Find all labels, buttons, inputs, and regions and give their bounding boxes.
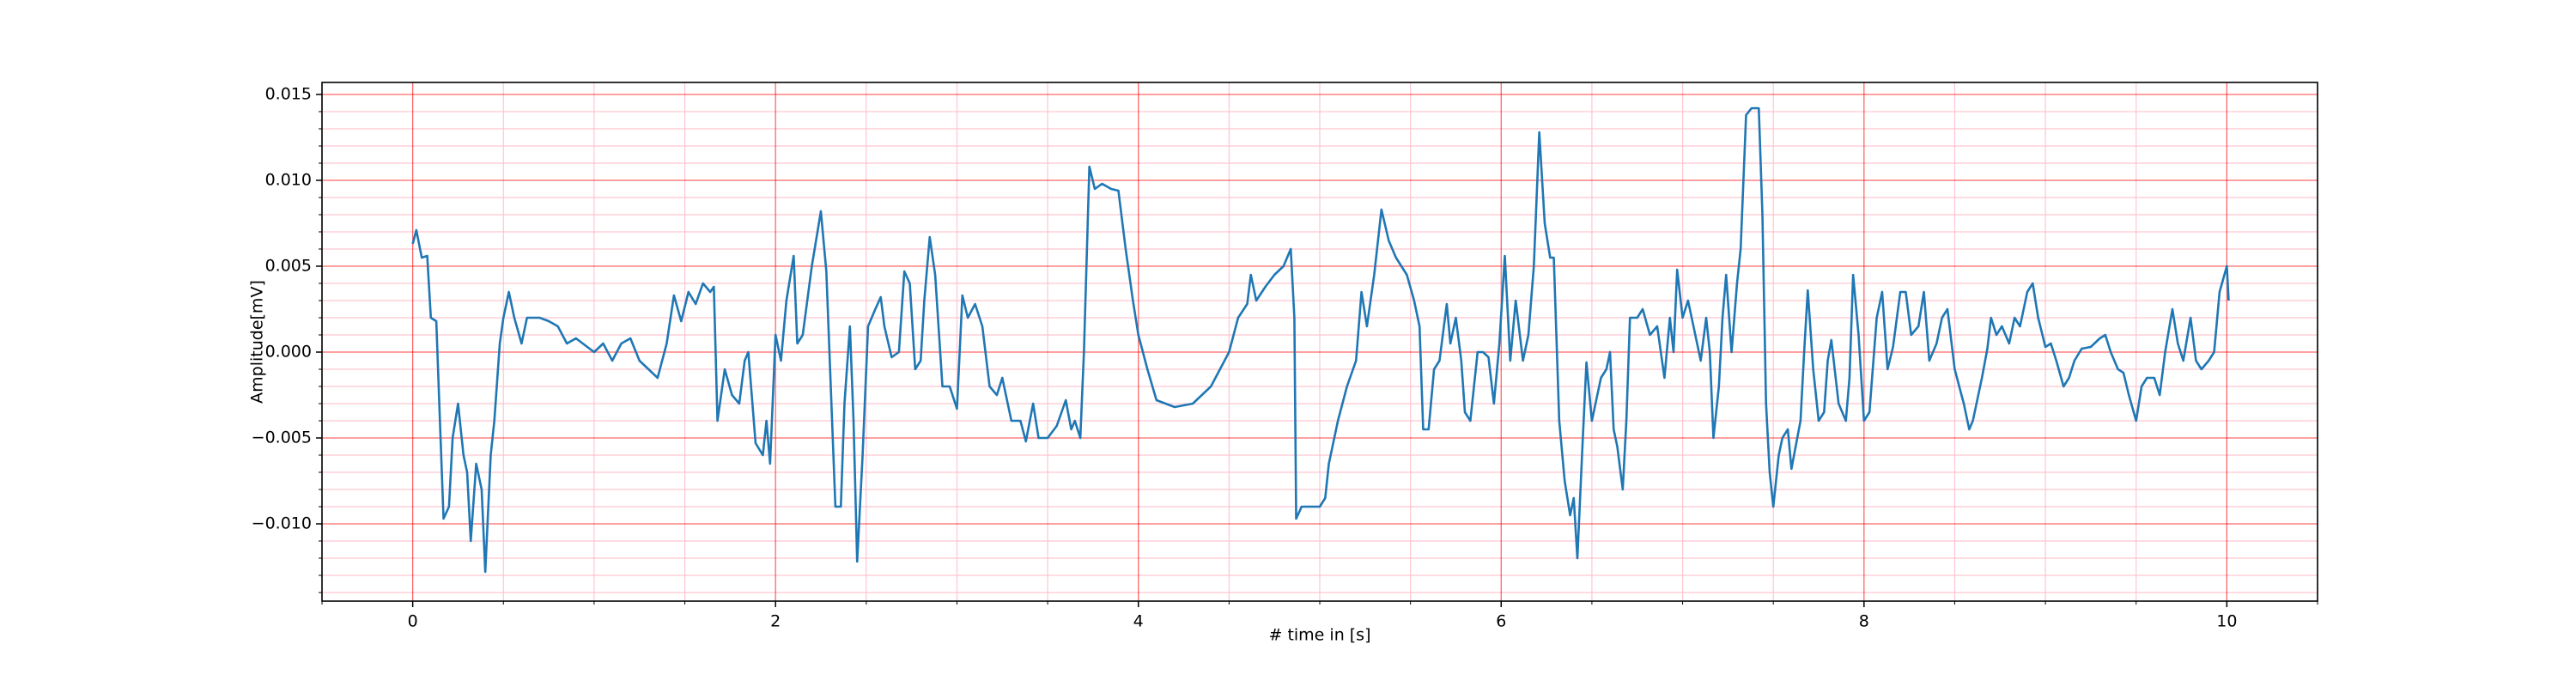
y-tick-label: 0.000 xyxy=(265,343,312,362)
x-tick-label: 4 xyxy=(1133,612,1144,631)
signal-line xyxy=(411,106,2230,574)
axes: 0 2 4 6 8 10 −0.010 −0.005 0.000 0.005 0.010 0.015 xyxy=(252,85,2318,631)
y-tick-label: 0.005 xyxy=(265,257,312,276)
plot-area xyxy=(411,106,2230,574)
y-tick-label: 0.010 xyxy=(265,171,312,190)
x-tick-label: 2 xyxy=(770,612,781,631)
x-tick-label: 0 xyxy=(408,612,418,631)
x-tick-label: 10 xyxy=(2216,612,2237,631)
x-tick-label: 6 xyxy=(1496,612,1506,631)
major-grid xyxy=(322,82,2318,601)
x-axis-label: # time in [s] xyxy=(1268,626,1370,645)
y-tick-label: −0.005 xyxy=(252,429,312,447)
y-tick-label: −0.010 xyxy=(252,514,312,533)
y-tick-label: 0.015 xyxy=(265,85,312,104)
y-axis-label: Amplitude[mV] xyxy=(248,280,267,404)
x-tick-label: 8 xyxy=(1859,612,1869,631)
minor-grid xyxy=(321,82,2318,601)
